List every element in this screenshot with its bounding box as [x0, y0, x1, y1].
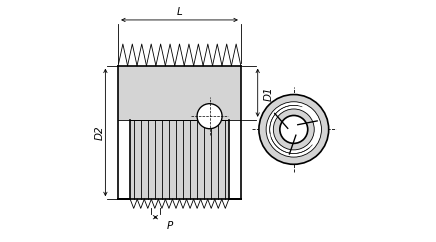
Polygon shape	[118, 66, 241, 120]
Polygon shape	[130, 120, 229, 199]
Circle shape	[259, 95, 329, 164]
Text: D2: D2	[95, 125, 105, 140]
Circle shape	[280, 115, 308, 143]
Circle shape	[273, 109, 314, 150]
Text: D1: D1	[263, 86, 273, 101]
Text: P: P	[166, 221, 173, 231]
Circle shape	[266, 102, 321, 157]
Circle shape	[197, 104, 222, 129]
Text: L: L	[177, 7, 182, 16]
